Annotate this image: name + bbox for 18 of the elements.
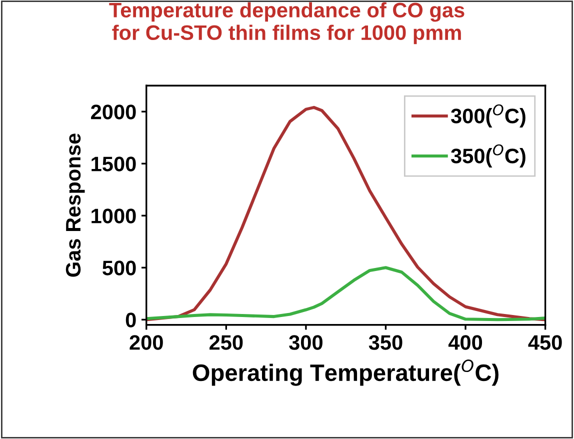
y-tick-label: 2000 [91,104,136,120]
x-tick-label: 350 [368,335,402,350]
y-axis-title: Gas Response [66,134,85,277]
x-tick-label: 300 [289,335,322,350]
y-tick-label: 0 [126,312,136,328]
x-tick-label: 250 [210,335,243,350]
chart-title: Temperature dependance of CO gas for Cu-STO thin films for 1000 pmm [109,2,464,44]
legend-label: 350($^{O}$C) [450,144,526,168]
line-series [146,106,546,322]
y-tick-label: 500 [102,260,136,276]
x-tick-label: 200 [130,335,163,350]
x-tick-label: 400 [448,335,482,350]
y-tick-label: 1500 [92,156,136,172]
line-series [146,266,546,322]
legend-label: 300($^{O}$C) [450,104,526,128]
x-axis-title: Operating Temperature($^{O}$C) [192,360,498,386]
x-tick-label: 450 [528,335,562,350]
y-tick-label: 1000 [92,208,136,224]
